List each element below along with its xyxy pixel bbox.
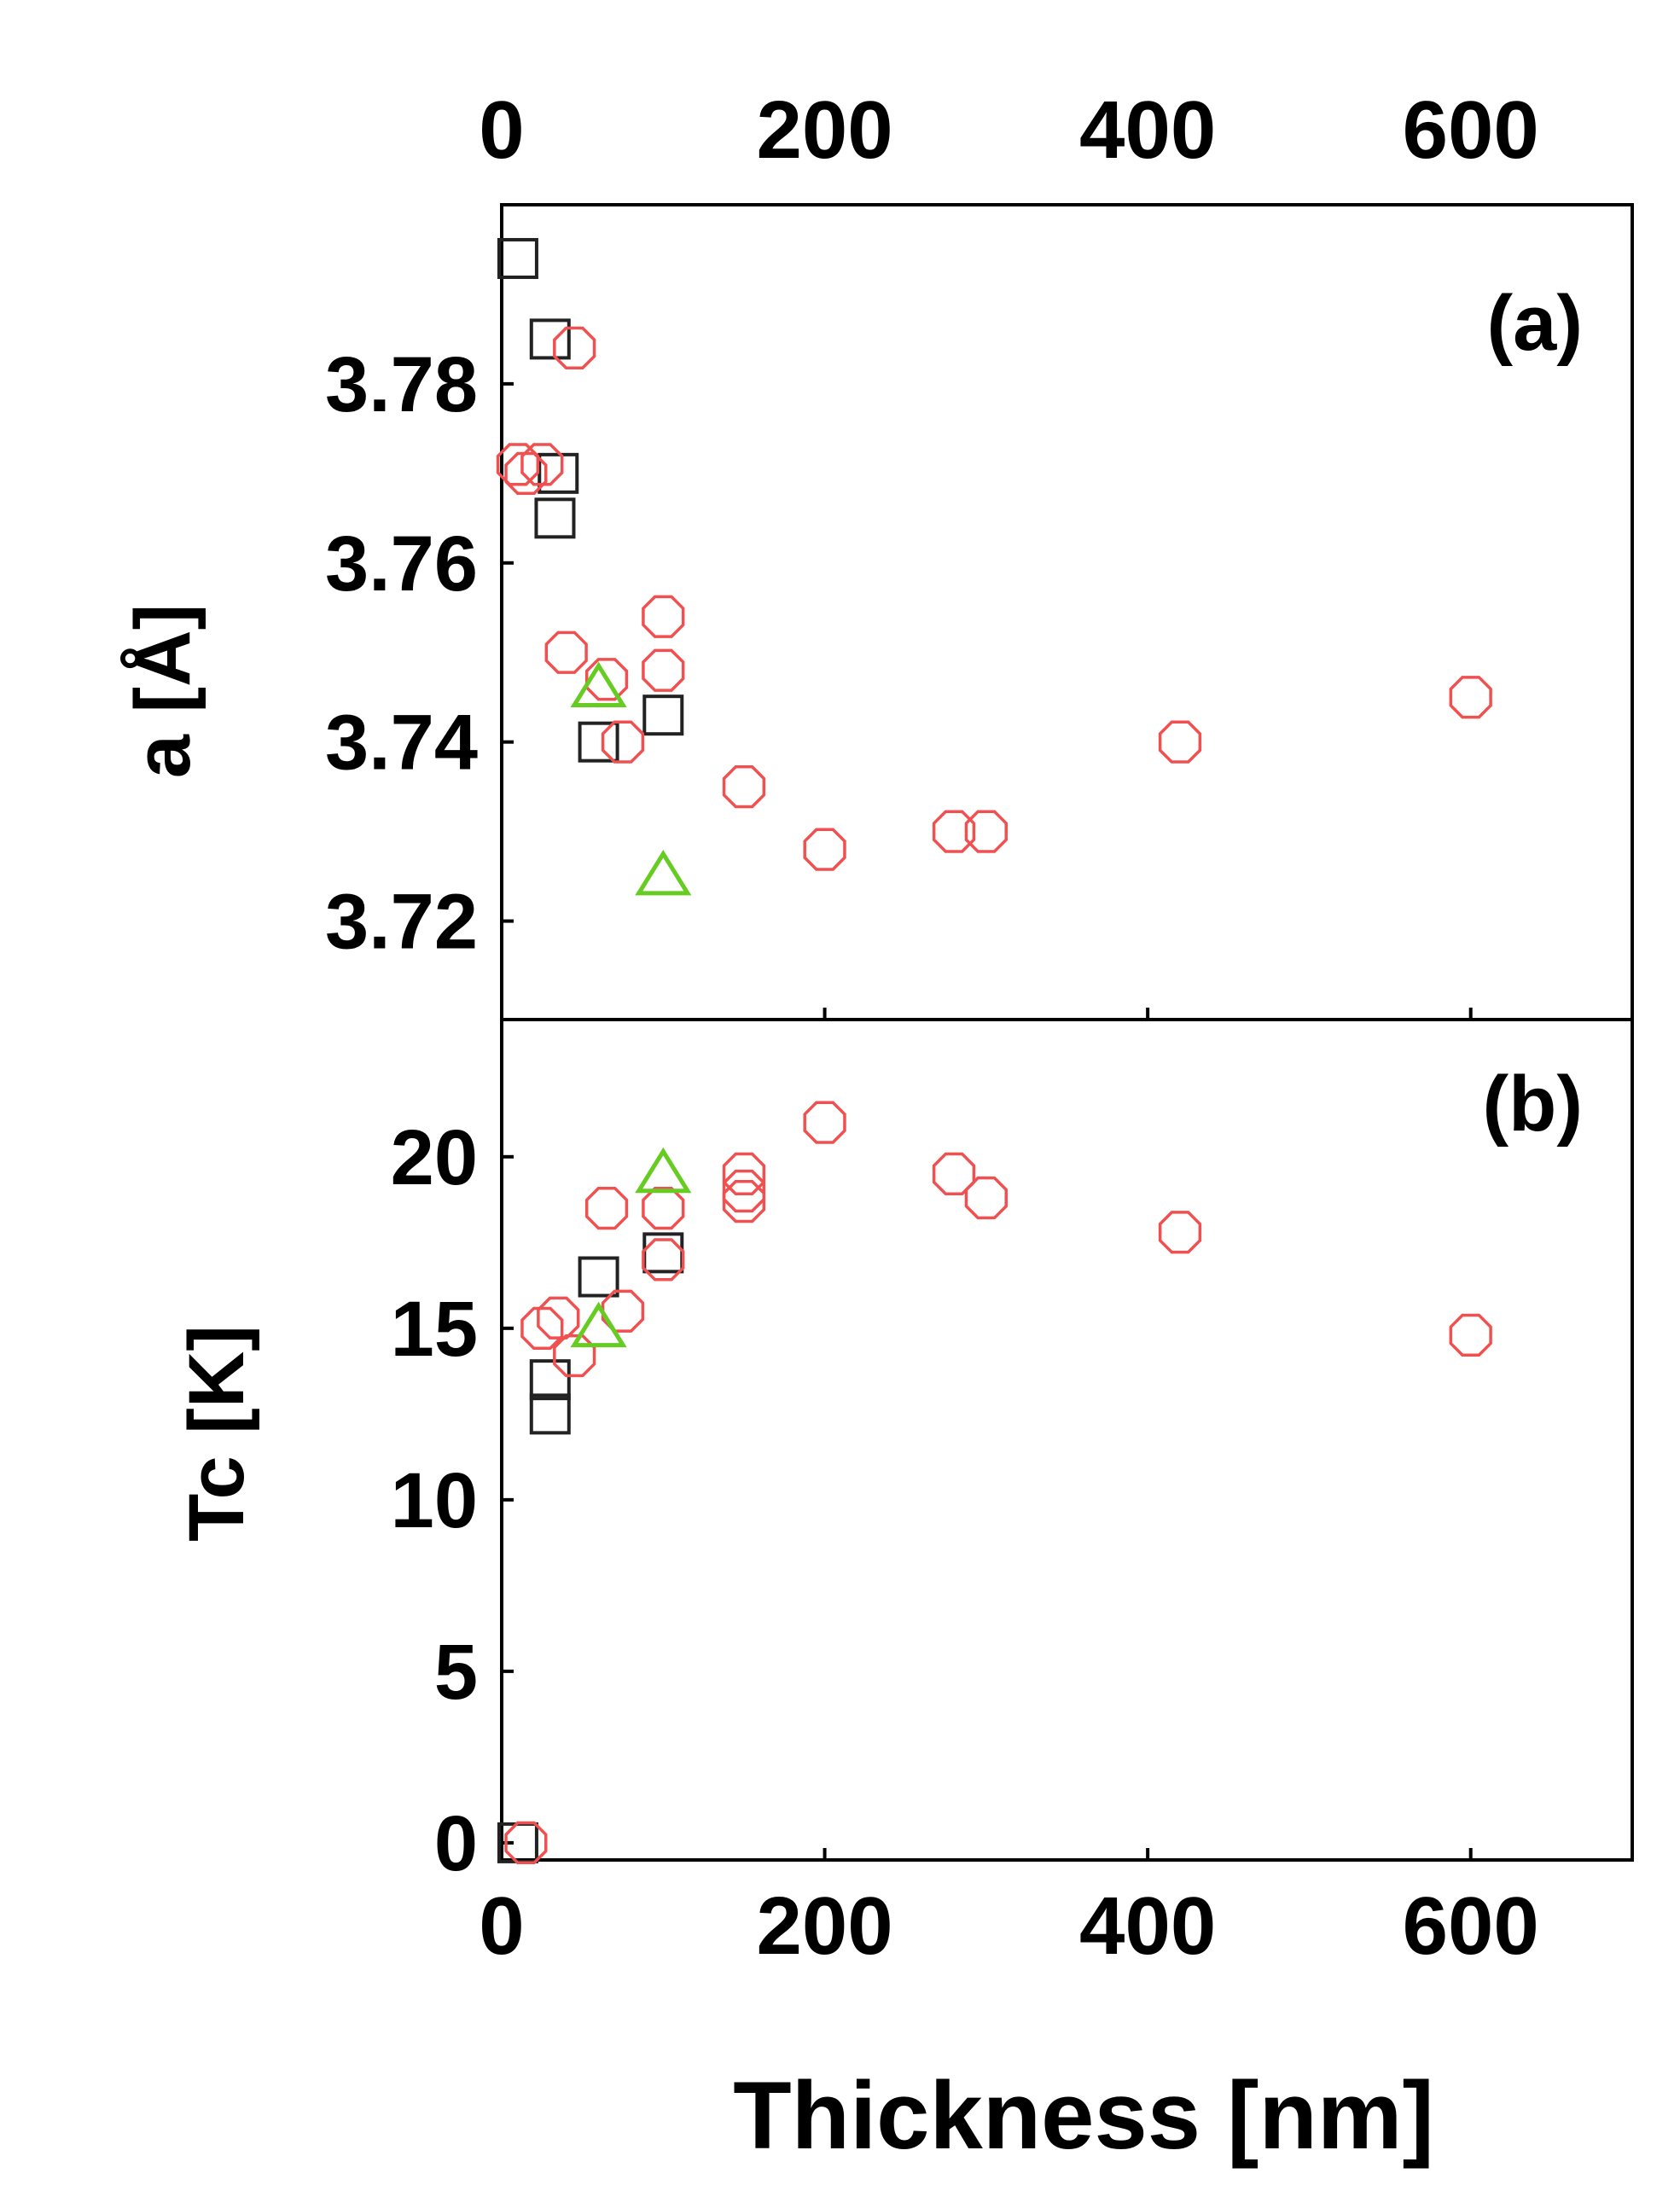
triangle-marker <box>635 849 692 896</box>
octagon-marker <box>932 1152 976 1196</box>
panel-b-y-axis-label: Tc [K] <box>173 1325 260 1542</box>
y-tick-label: 3.74 <box>325 700 478 787</box>
panel-b-frame <box>500 1018 1634 1862</box>
panel-a-frame <box>500 203 1634 1021</box>
octagon-marker <box>584 658 629 701</box>
octagon-marker <box>504 451 548 495</box>
octagon-marker <box>544 631 588 674</box>
panel-a-y-axis-label: a [Å] <box>119 604 206 778</box>
y-tick-label: 3.78 <box>325 341 478 428</box>
octagon-marker <box>1449 1313 1492 1357</box>
panel-b-y-tick-labels: 0 5 10 15 20 <box>391 1114 1473 1887</box>
octagon-marker <box>553 326 596 370</box>
octagon-marker <box>584 1186 629 1230</box>
panel-a-data-points <box>496 237 1492 896</box>
x-tick-label: 400 <box>1079 1880 1216 1972</box>
octagon-marker <box>803 828 846 871</box>
square-marker <box>534 497 576 539</box>
x-tick-label: 0 <box>479 1880 524 1972</box>
octagon-marker <box>520 443 564 486</box>
octagon-marker <box>722 1169 766 1213</box>
panel-a-y-tick-labels: 3.72 3.74 3.76 3.78 <box>325 341 1473 1020</box>
panel-b-x-tick-labels: 0 200 400 600 <box>479 1880 1538 1972</box>
octagon-marker <box>964 810 1008 853</box>
x-tick-label: 600 <box>1403 1880 1539 1972</box>
y-tick-label: 3.72 <box>325 879 478 966</box>
square-marker <box>529 318 571 360</box>
octagon-marker <box>1449 676 1492 719</box>
square-marker <box>497 237 538 279</box>
top-x-tick-label: 400 <box>1079 84 1216 176</box>
x-axis-label: Thickness [nm] <box>733 2062 1434 2169</box>
square-marker <box>578 721 619 763</box>
square-marker <box>529 1359 571 1401</box>
triangle-marker <box>635 1147 692 1194</box>
octagon-marker <box>642 1238 685 1281</box>
octagon-marker <box>642 648 685 692</box>
panel-b-label: (b) <box>1483 1061 1583 1148</box>
y-tick-label: 0 <box>434 1800 478 1887</box>
y-tick-label: 15 <box>391 1286 478 1373</box>
triangle-marker <box>570 661 627 708</box>
octagon-marker <box>964 1176 1008 1220</box>
octagon-marker <box>642 595 685 638</box>
panel-b: 0 5 10 15 20 0 200 400 600 (b) Tc [K] Thickness… <box>173 1018 1634 2169</box>
panel-b-data-points <box>497 1101 1492 1865</box>
top-axis-tick-labels: 0 200 400 600 <box>479 84 1538 176</box>
octagon-marker <box>722 1179 766 1223</box>
octagon-marker <box>537 1296 580 1340</box>
octagon-marker <box>504 1821 548 1865</box>
y-tick-label: 5 <box>434 1629 478 1716</box>
octagon-marker <box>520 1306 564 1350</box>
octagon-marker <box>1158 1211 1202 1254</box>
octagon-marker <box>496 443 540 486</box>
octagon-marker <box>932 810 976 853</box>
octagon-marker <box>601 1289 645 1333</box>
panel-a-label: (a) <box>1487 280 1583 367</box>
square-marker <box>642 694 684 736</box>
y-tick-label: 10 <box>391 1457 478 1544</box>
triangle-marker <box>570 1301 627 1348</box>
octagon-marker <box>601 720 645 764</box>
octagon-marker <box>803 1101 846 1144</box>
square-marker <box>538 452 579 494</box>
top-x-tick-label: 600 <box>1403 84 1539 176</box>
octagon-marker <box>1158 720 1202 764</box>
top-x-tick-label: 0 <box>479 84 524 176</box>
square-marker <box>529 1393 571 1435</box>
x-tick-label: 200 <box>756 1880 892 1972</box>
octagon-marker <box>722 1152 766 1196</box>
octagon-marker <box>642 1186 685 1230</box>
octagon-marker <box>722 765 766 809</box>
square-marker <box>578 1256 619 1298</box>
panel-a: 3.72 3.74 3.76 3.78 (a) a [Å] <box>119 203 1634 1021</box>
top-x-tick-label: 200 <box>756 84 892 176</box>
y-tick-label: 20 <box>391 1114 478 1201</box>
y-tick-label: 3.76 <box>325 520 478 607</box>
